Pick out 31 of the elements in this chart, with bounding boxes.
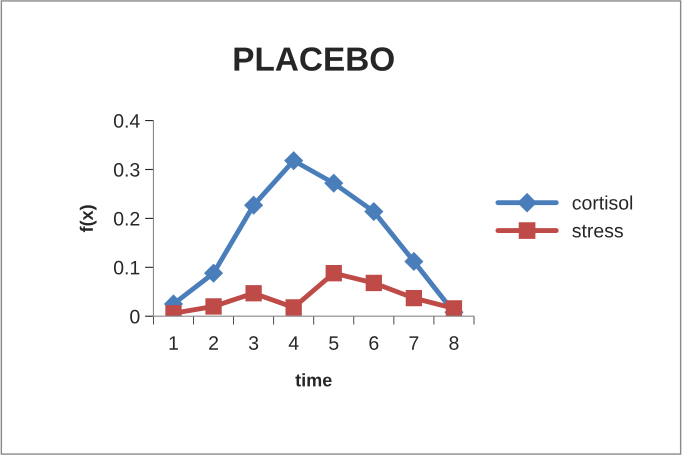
point [286,299,302,316]
point [446,300,462,316]
x-tick-label: 6 [369,336,378,350]
legend-label: stress [572,224,623,238]
y-tick-label: 0.3 [114,162,140,177]
x-tick-label: 2 [209,336,218,350]
x-tick-label: 8 [449,336,459,350]
x-tick-label: 5 [329,336,338,350]
point [406,290,422,306]
x-tick-label: 4 [288,336,299,350]
y-axis-title: f(x) [80,205,97,232]
point [205,298,222,315]
y-tick-label: 0 [130,310,140,324]
point [364,202,384,221]
point [245,285,262,302]
point [324,174,344,193]
y-tick-label: 0.2 [114,212,140,226]
point [284,151,304,170]
x-tick-label: 1 [170,336,178,350]
point [366,274,382,292]
point [326,265,342,282]
x-axis-title: time [295,373,332,386]
x-tick-label: 3 [248,336,258,350]
legend-label: cortisol [572,195,632,210]
y-tick-label: 0.1 [114,260,140,275]
y-tick-label: 0.4 [114,114,140,128]
chart-title: PLACEBO [234,47,394,71]
point [204,264,223,283]
point [244,196,263,215]
x-tick-label: 7 [409,336,418,350]
point [404,252,424,271]
